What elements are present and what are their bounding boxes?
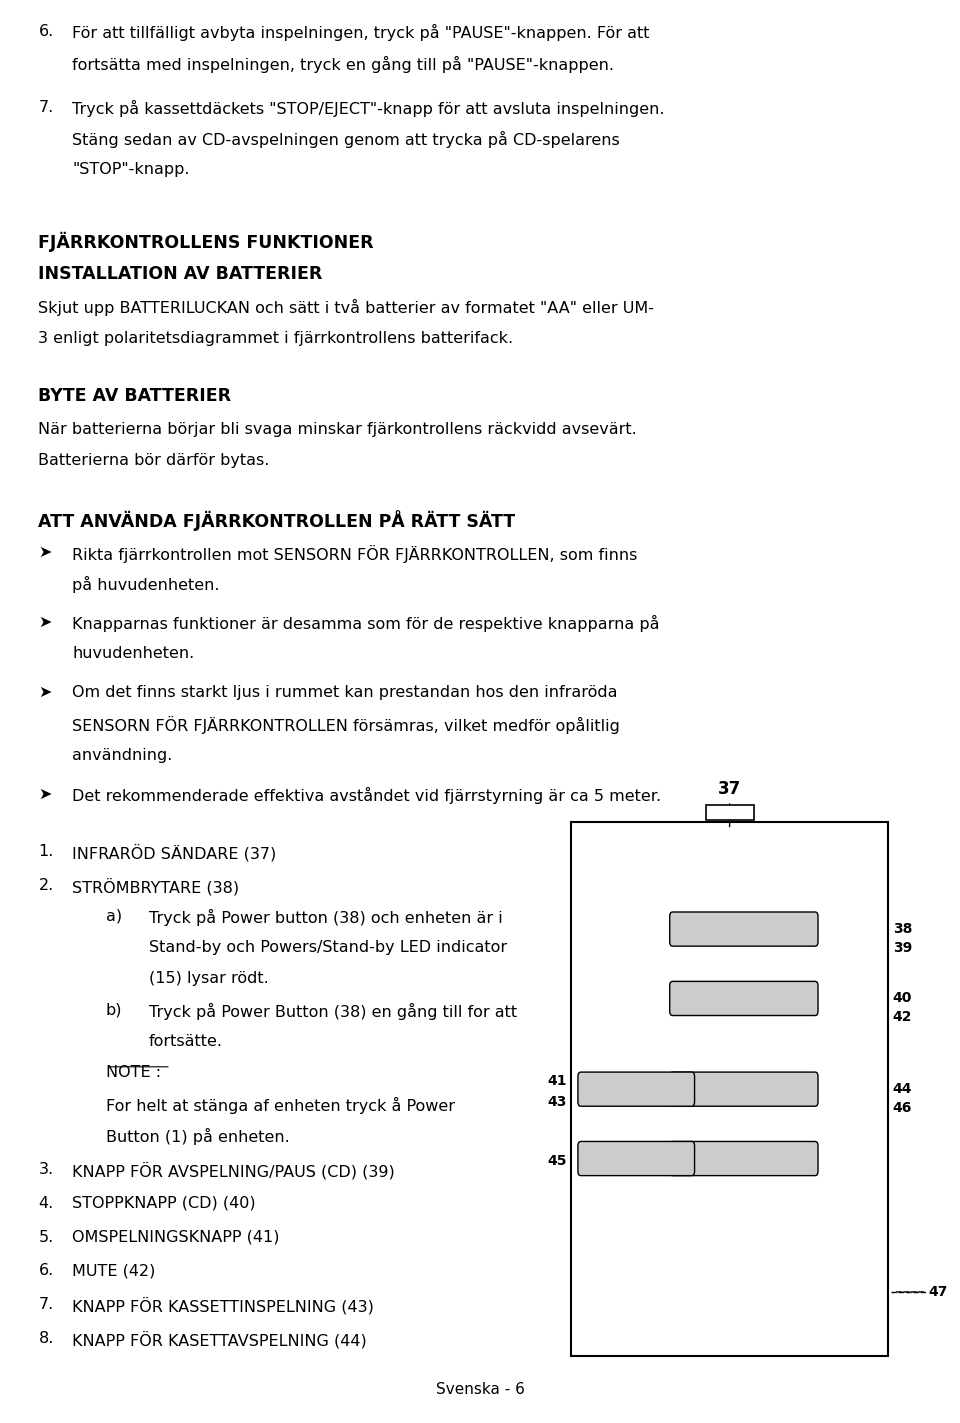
Text: Tryck på Power Button (38) en gång till for att: Tryck på Power Button (38) en gång till … — [149, 1003, 516, 1020]
Text: Button (1) på enheten.: Button (1) på enheten. — [106, 1128, 289, 1146]
Text: FJÄRRKONTROLLENS FUNKTIONER: FJÄRRKONTROLLENS FUNKTIONER — [38, 232, 374, 252]
Text: på huvudenheten.: på huvudenheten. — [72, 576, 220, 593]
Text: 6.: 6. — [38, 1264, 54, 1278]
Text: 8.: 8. — [38, 1332, 54, 1346]
Text: b): b) — [106, 1003, 122, 1017]
Text: (15) lysar rödt.: (15) lysar rödt. — [149, 972, 269, 986]
FancyBboxPatch shape — [578, 1072, 695, 1106]
Text: 44: 44 — [893, 1081, 912, 1096]
Text: 2.: 2. — [38, 878, 54, 892]
Text: 37: 37 — [718, 780, 741, 798]
Text: 1.: 1. — [38, 844, 54, 858]
Text: Batterierna bör därför bytas.: Batterierna bör därför bytas. — [38, 454, 270, 468]
Text: 39: 39 — [893, 941, 912, 955]
Text: ATT ANVÄNDA FJÄRRKONTROLLEN PÅ RÄTT SÄTT: ATT ANVÄNDA FJÄRRKONTROLLEN PÅ RÄTT SÄTT — [38, 511, 516, 531]
Text: 41: 41 — [547, 1073, 566, 1087]
Text: För att tillfälligt avbyta inspelningen, tryck på "PAUSE"-knappen. För att: För att tillfälligt avbyta inspelningen,… — [72, 24, 650, 41]
Text: Svenska - 6: Svenska - 6 — [436, 1382, 524, 1397]
Text: 6.: 6. — [38, 24, 54, 40]
FancyBboxPatch shape — [670, 1072, 818, 1106]
Text: 3.: 3. — [38, 1163, 54, 1177]
Text: SENSORN FÖR FJÄRRKONTROLLEN försämras, vilket medför opålitlig: SENSORN FÖR FJÄRRKONTROLLEN försämras, v… — [72, 717, 620, 734]
Text: 43: 43 — [547, 1094, 566, 1109]
Text: KNAPP FÖR AVSPELNING/PAUS (CD) (39): KNAPP FÖR AVSPELNING/PAUS (CD) (39) — [72, 1163, 395, 1180]
Text: 5.: 5. — [38, 1229, 54, 1245]
Text: a): a) — [106, 909, 122, 924]
Text: 47: 47 — [928, 1285, 948, 1299]
Text: Skjut upp BATTERILUCKAN och sätt i två batterier av formatet "AA" eller UM-: Skjut upp BATTERILUCKAN och sätt i två b… — [38, 299, 655, 316]
Text: 38: 38 — [893, 922, 912, 936]
Text: Knapparnas funktioner är desamma som för de respektive knapparna på: Knapparnas funktioner är desamma som för… — [72, 615, 660, 632]
Text: 46: 46 — [893, 1100, 912, 1114]
Text: ➤: ➤ — [38, 615, 52, 630]
Text: Om det finns starkt ljus i rummet kan prestandan hos den infraröda: Om det finns starkt ljus i rummet kan pr… — [72, 686, 617, 700]
Text: ➤: ➤ — [38, 686, 52, 700]
Text: ➤: ➤ — [38, 787, 52, 801]
Text: MUTE (42): MUTE (42) — [72, 1264, 156, 1278]
FancyBboxPatch shape — [578, 1141, 695, 1175]
Text: 7.: 7. — [38, 100, 54, 115]
Text: fortsätta med inspelningen, tryck en gång till på "PAUSE"-knappen.: fortsätta med inspelningen, tryck en gån… — [72, 55, 614, 73]
Text: BYTE AV BATTERIER: BYTE AV BATTERIER — [38, 387, 231, 406]
Text: användning.: användning. — [72, 748, 173, 763]
Text: ➤: ➤ — [38, 545, 52, 559]
FancyBboxPatch shape — [670, 982, 818, 1016]
Text: 3 enligt polaritetsdiagrammet i fjärrkontrollens batterifack.: 3 enligt polaritetsdiagrammet i fjärrkon… — [38, 330, 514, 346]
Text: OMSPELNINGSKNAPP (41): OMSPELNINGSKNAPP (41) — [72, 1229, 279, 1245]
Text: 40: 40 — [893, 992, 912, 1006]
Text: 42: 42 — [893, 1010, 912, 1025]
Text: KNAPP FÖR KASSETTINSPELNING (43): KNAPP FÖR KASSETTINSPELNING (43) — [72, 1298, 373, 1315]
Text: INSTALLATION AV BATTERIER: INSTALLATION AV BATTERIER — [38, 265, 323, 283]
Text: NOTE :: NOTE : — [106, 1066, 160, 1080]
Text: Tryck på Power button (38) och enheten är i: Tryck på Power button (38) och enheten ä… — [149, 909, 502, 926]
FancyBboxPatch shape — [670, 1141, 818, 1175]
Text: Stäng sedan av CD-avspelningen genom att trycka på CD-spelarens: Stäng sedan av CD-avspelningen genom att… — [72, 131, 620, 148]
Text: For helt at stänga af enheten tryck å Power: For helt at stänga af enheten tryck å Po… — [106, 1097, 455, 1114]
Text: 4.: 4. — [38, 1195, 54, 1211]
Polygon shape — [571, 822, 888, 1356]
Text: STOPPKNAPP (CD) (40): STOPPKNAPP (CD) (40) — [72, 1195, 255, 1211]
Text: Tryck på kassettdäckets "STOP/EJECT"-knapp för att avsluta inspelningen.: Tryck på kassettdäckets "STOP/EJECT"-kna… — [72, 100, 664, 117]
Text: fortsätte.: fortsätte. — [149, 1035, 223, 1049]
Text: Det rekommenderade effektiva avståndet vid fjärrstyrning är ca 5 meter.: Det rekommenderade effektiva avståndet v… — [72, 787, 661, 804]
Text: 7.: 7. — [38, 1298, 54, 1312]
Text: Rikta fjärrkontrollen mot SENSORN FÖR FJÄRRKONTROLLEN, som finns: Rikta fjärrkontrollen mot SENSORN FÖR FJ… — [72, 545, 637, 562]
Text: Stand-by och Powers/Stand-by LED indicator: Stand-by och Powers/Stand-by LED indicat… — [149, 941, 507, 955]
Polygon shape — [706, 805, 754, 820]
Text: KNAPP FÖR KASETTAVSPELNING (44): KNAPP FÖR KASETTAVSPELNING (44) — [72, 1332, 367, 1349]
Text: "STOP"-knapp.: "STOP"-knapp. — [72, 162, 189, 178]
Text: STRÖMBRYTARE (38): STRÖMBRYTARE (38) — [72, 878, 239, 895]
FancyBboxPatch shape — [670, 912, 818, 946]
Text: INFRARÖD SÄNDARE (37): INFRARÖD SÄNDARE (37) — [72, 844, 276, 861]
Text: När batterierna börjar bli svaga minskar fjärkontrollens räckvidd avsevärt.: När batterierna börjar bli svaga minskar… — [38, 423, 637, 437]
Text: 45: 45 — [547, 1154, 566, 1168]
Text: huvudenheten.: huvudenheten. — [72, 646, 194, 662]
